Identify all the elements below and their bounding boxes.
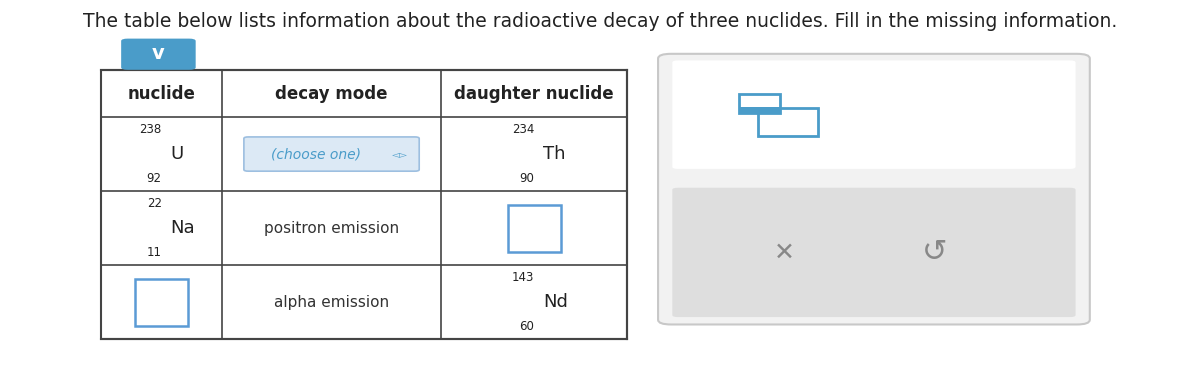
Bar [738, 107, 780, 113]
Text: The table below lists information about the radioactive decay of three nuclides.: The table below lists information about … [83, 12, 1117, 31]
Text: daughter nuclide: daughter nuclide [455, 85, 614, 103]
FancyBboxPatch shape [658, 54, 1090, 324]
FancyBboxPatch shape [672, 188, 1075, 317]
Text: Na: Na [170, 219, 196, 237]
Text: v: v [152, 44, 164, 63]
Bar [738, 94, 780, 113]
Text: 92: 92 [146, 172, 162, 185]
Text: 143: 143 [512, 271, 534, 284]
Text: Th: Th [544, 145, 565, 163]
Bar [508, 205, 560, 252]
Text: ✕: ✕ [774, 240, 796, 264]
Text: Nd: Nd [544, 293, 568, 311]
Text: 234: 234 [512, 123, 534, 136]
Text: U: U [170, 145, 184, 163]
Text: ↺: ↺ [922, 238, 948, 267]
Bar [758, 108, 818, 136]
Text: ◅▻: ◅▻ [392, 149, 408, 159]
Bar [102, 70, 628, 339]
Text: 90: 90 [520, 172, 534, 185]
Bar [136, 279, 188, 326]
Text: nuclide: nuclide [127, 85, 196, 103]
Text: 238: 238 [139, 123, 162, 136]
Text: decay mode: decay mode [275, 85, 388, 103]
Text: 60: 60 [520, 320, 534, 333]
Text: positron emission: positron emission [264, 221, 400, 236]
FancyBboxPatch shape [121, 39, 196, 70]
Text: 11: 11 [146, 246, 162, 259]
Text: 22: 22 [146, 197, 162, 210]
Text: (choose one): (choose one) [271, 147, 361, 161]
FancyBboxPatch shape [672, 60, 1075, 169]
FancyBboxPatch shape [244, 137, 419, 171]
Text: alpha emission: alpha emission [274, 295, 389, 310]
